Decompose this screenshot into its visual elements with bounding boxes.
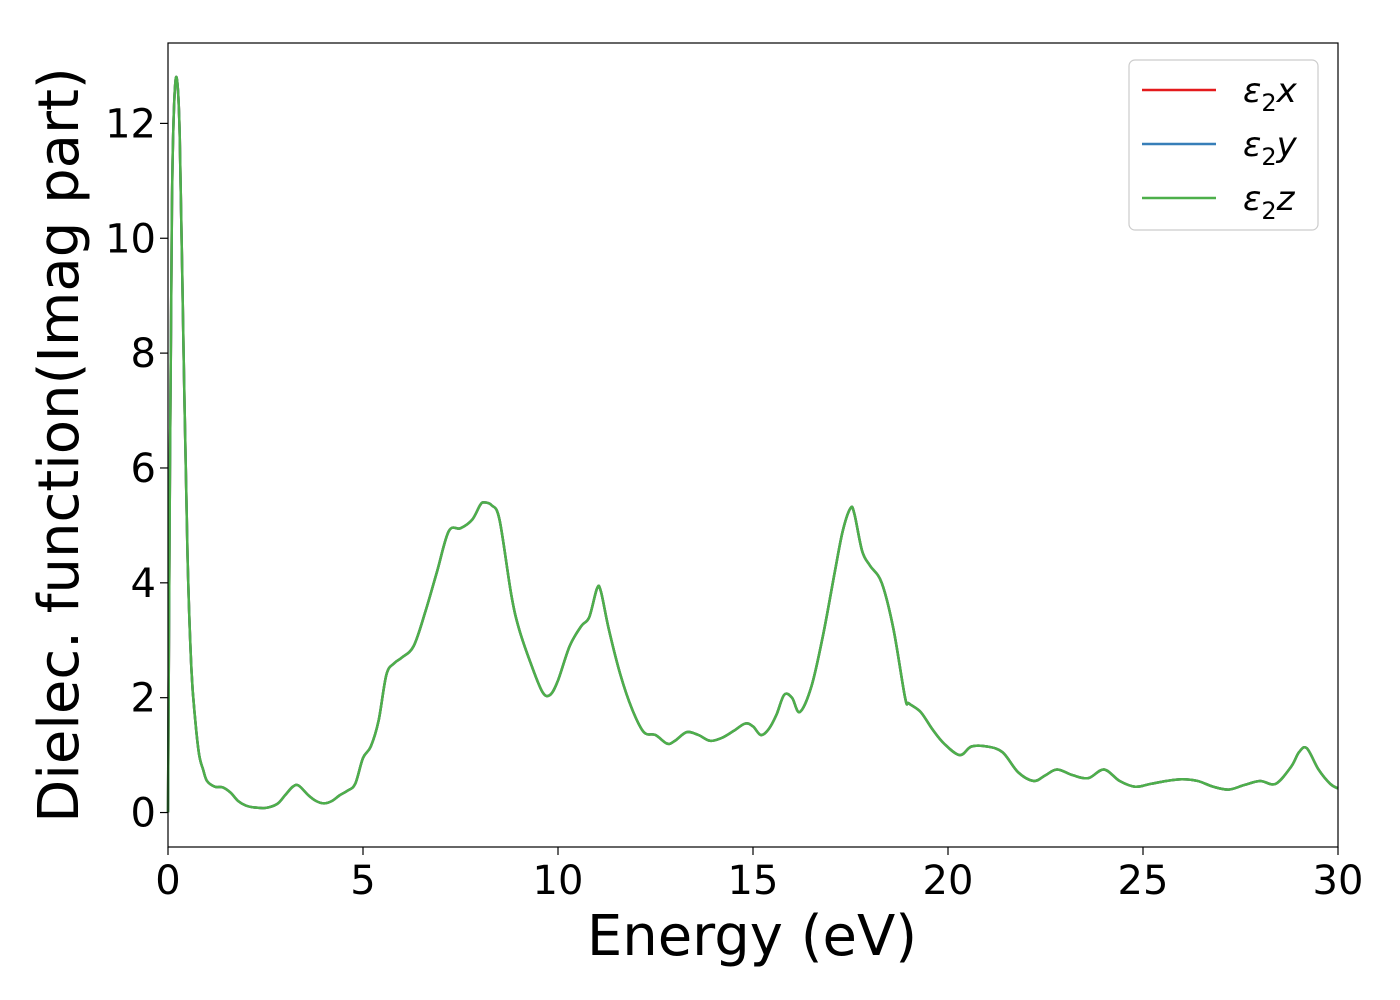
x-tick-label: 25 [1118,858,1169,904]
series-line-2 [166,75,1339,813]
y-tick-label: 12 [105,101,156,147]
y-axis-label: Dielec. function(Imag part) [27,67,92,823]
x-tick-label: 20 [923,858,974,904]
x-tick-label: 5 [350,858,375,904]
y-tick-label: 2 [131,676,156,722]
y-tick-label: 0 [131,791,156,837]
x-tick-label: 15 [728,858,779,904]
x-axis-label: Energy (eV) [587,904,917,969]
legend-label-2: ε2z [1243,179,1296,225]
legend-box [1128,59,1319,231]
legend-label-0: ε2x [1243,71,1298,117]
x-tick-label: 30 [1313,858,1364,904]
x-tick-label: 10 [533,858,584,904]
x-axis-ticks: 0 5 10 15 20 25 30 [155,847,1363,904]
x-tick-label: 0 [155,858,180,904]
series-layer [166,75,1339,813]
y-tick-label: 6 [131,446,156,492]
y-axis-ticks: 0 2 4 6 8 10 12 [105,101,168,837]
y-tick-label: 8 [131,331,156,377]
y-tick-label: 4 [131,561,156,607]
legend: ε2x ε2y ε2z [1128,59,1319,231]
y-tick-label: 10 [105,216,156,262]
legend-label-1: ε2y [1243,125,1298,171]
